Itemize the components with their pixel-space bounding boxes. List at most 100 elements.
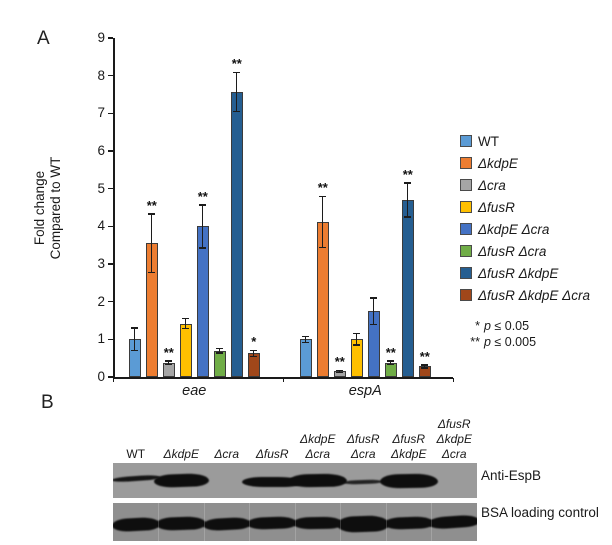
category-label: espA [348, 383, 382, 399]
blot-band [153, 473, 209, 488]
y-tick-label: 0 [97, 369, 105, 384]
blot-band [427, 514, 477, 530]
legend-swatch [460, 179, 472, 191]
legend-label: WT [478, 133, 499, 149]
lane-label-line: ΔfusR [346, 432, 380, 446]
error-bar [322, 196, 324, 248]
y-tick-mark [108, 225, 113, 228]
blot-band [247, 516, 298, 530]
y-tick-label: 3 [97, 256, 105, 271]
blot-band [113, 474, 160, 483]
error-bar-cap [216, 352, 224, 354]
lane-label-line: WT [126, 447, 146, 461]
error-bar [424, 364, 426, 368]
legend-label: ΔfusR ΔkdpE Δcra [478, 287, 590, 303]
lane-label-line: Δcra [305, 447, 331, 461]
x-tick-mark [453, 378, 455, 382]
legend-item: ΔfusR ΔkdpE Δcra [460, 284, 590, 306]
y-tick-mark [108, 37, 113, 39]
lane-label-line: Δcra [214, 447, 240, 461]
lane-label-line: ΔkdpE [391, 447, 427, 461]
error-bar-cap [199, 204, 207, 206]
error-bar-cap [370, 323, 378, 325]
lane-label: WT [106, 414, 166, 462]
error-bar-cap [182, 327, 190, 330]
blot-band [156, 515, 207, 531]
error-bar-cap [216, 347, 224, 350]
error-bar [168, 360, 170, 365]
significance-note: * p ≤ 0.05 [462, 318, 536, 334]
blot-row-label: Anti-EspB [481, 468, 542, 483]
error-bar-cap [199, 247, 207, 249]
significance-stars: ** [197, 188, 208, 204]
error-bar-cap [336, 371, 344, 374]
significance-stars: ** [317, 180, 328, 196]
legend-label: ΔkdpE Δcra [478, 221, 550, 237]
lane-label-line: ΔfusR [392, 432, 426, 446]
significance-note: ** p ≤ 0.005 [462, 334, 536, 350]
lane-separator [249, 503, 250, 541]
lane-label: ΔfusR [242, 414, 302, 462]
significance-stars: * [251, 334, 257, 350]
error-bar-cap [165, 360, 173, 362]
lane-separator [385, 503, 387, 541]
y-tick-mark [108, 301, 113, 303]
lane-label-line: ΔfusR [437, 417, 471, 431]
error-bar-cap [404, 216, 412, 218]
significance-stars: ** [146, 197, 157, 213]
legend-swatch [460, 267, 472, 279]
error-bar [339, 370, 341, 373]
lane-label-line: ΔkdpE [163, 447, 199, 461]
lane-label-line: ΔkdpE [300, 432, 336, 446]
lane-label: ΔfusR Δcra [333, 414, 393, 462]
significance-note-stars: * [475, 319, 480, 333]
blot-band [242, 476, 303, 487]
significance-stars: ** [419, 348, 430, 364]
significance-note-text: p ≤ 0.005 [484, 335, 537, 349]
legend-item: ΔfusR ΔkdpE [460, 262, 590, 284]
error-bar-cap [421, 367, 429, 369]
significance-note-text: p ≤ 0.05 [484, 319, 530, 333]
y-tick-mark [108, 338, 113, 341]
legend-item: ΔkdpE [460, 152, 590, 174]
y-tick-label: 4 [97, 218, 105, 234]
legend-label: ΔfusR Δcra [478, 243, 547, 259]
error-bar-cap [319, 195, 327, 197]
y-tick-label: 8 [97, 67, 105, 83]
lane-separator [203, 503, 205, 541]
y-tick-mark [108, 188, 113, 190]
x-tick-mark [113, 378, 115, 382]
blot-row-label: BSA loading control [481, 505, 599, 520]
error-bar-cap [319, 246, 327, 249]
error-bar-cap [182, 318, 190, 320]
error-bar [390, 360, 392, 365]
significance-stars: ** [334, 354, 345, 370]
lane-label: Δcra [197, 414, 257, 462]
error-bar [305, 336, 307, 343]
error-bar [134, 328, 136, 351]
error-bar-cap [131, 350, 139, 352]
lane-label: ΔfusR ΔkdpE [379, 414, 439, 462]
significance-notes: * p ≤ 0.05 ** p ≤ 0.005 [462, 318, 536, 350]
y-tick-label: 1 [97, 331, 105, 347]
error-bar-cap [387, 363, 395, 366]
error-bar-cap [404, 182, 412, 184]
y-tick-mark [108, 150, 113, 152]
error-bar-cap [387, 360, 395, 362]
y-tick-label: 2 [97, 293, 105, 309]
legend-swatch [460, 289, 472, 301]
legend-item: Δcra [460, 174, 590, 196]
error-bar-cap [148, 272, 156, 274]
lane-label: ΔkdpE Δcra [288, 414, 348, 462]
legend-item: ΔkdpE Δcra [460, 218, 590, 240]
lane-separator [294, 503, 296, 541]
lane-label: ΔkdpE [151, 414, 211, 462]
blot-band [202, 516, 252, 532]
panel-b-label: B [41, 392, 54, 413]
error-bar-cap [353, 333, 361, 335]
blot-strip [113, 503, 477, 541]
blot-band [344, 478, 383, 485]
error-bar-cap [233, 71, 241, 73]
error-bar [219, 348, 221, 353]
